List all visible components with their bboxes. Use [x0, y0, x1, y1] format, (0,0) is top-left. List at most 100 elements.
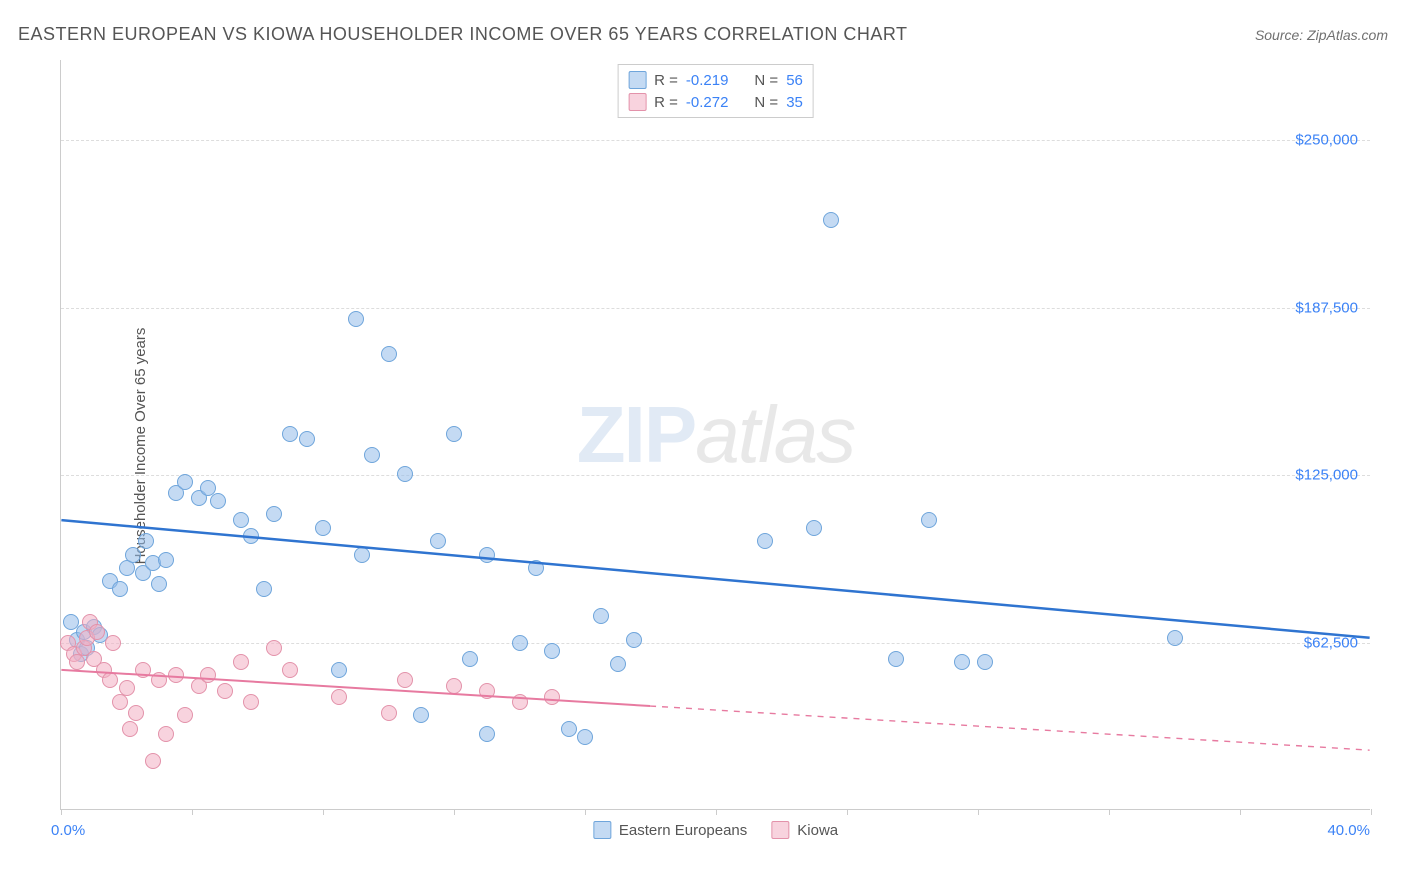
- data-point-eastern_europeans[interactable]: [397, 466, 413, 482]
- data-point-eastern_europeans[interactable]: [243, 528, 259, 544]
- y-tick-label: $187,500: [1295, 299, 1358, 316]
- r-value: -0.219: [686, 72, 729, 89]
- data-point-eastern_europeans[interactable]: [233, 512, 249, 528]
- data-point-eastern_europeans[interactable]: [528, 560, 544, 576]
- data-point-kiowa[interactable]: [446, 678, 462, 694]
- data-point-kiowa[interactable]: [331, 689, 347, 705]
- data-point-eastern_europeans[interactable]: [610, 656, 626, 672]
- data-point-eastern_europeans[interactable]: [125, 547, 141, 563]
- data-point-kiowa[interactable]: [128, 705, 144, 721]
- x-axis-max-label: 40.0%: [1327, 822, 1370, 839]
- correlation-row-series1: R = -0.219 N = 56: [628, 69, 803, 91]
- data-point-eastern_europeans[interactable]: [446, 426, 462, 442]
- data-point-kiowa[interactable]: [381, 705, 397, 721]
- legend-item-series2: Kiowa: [771, 821, 838, 839]
- x-tick: [454, 809, 455, 815]
- data-point-eastern_europeans[interactable]: [266, 506, 282, 522]
- data-point-kiowa[interactable]: [233, 654, 249, 670]
- x-tick: [192, 809, 193, 815]
- y-tick-label: $62,500: [1304, 634, 1358, 651]
- data-point-kiowa[interactable]: [105, 635, 121, 651]
- data-point-eastern_europeans[interactable]: [299, 431, 315, 447]
- swatch-icon: [593, 821, 611, 839]
- data-point-eastern_europeans[interactable]: [413, 707, 429, 723]
- data-point-kiowa[interactable]: [397, 672, 413, 688]
- data-point-eastern_europeans[interactable]: [479, 726, 495, 742]
- trend-line-kiowa: [61, 670, 650, 706]
- data-point-kiowa[interactable]: [512, 694, 528, 710]
- data-point-eastern_europeans[interactable]: [888, 651, 904, 667]
- data-point-eastern_europeans[interactable]: [151, 576, 167, 592]
- data-point-eastern_europeans[interactable]: [381, 346, 397, 362]
- data-point-eastern_europeans[interactable]: [1167, 630, 1183, 646]
- x-tick: [847, 809, 848, 815]
- data-point-eastern_europeans[interactable]: [757, 533, 773, 549]
- n-value: 56: [786, 72, 803, 89]
- data-point-eastern_europeans[interactable]: [512, 635, 528, 651]
- data-point-kiowa[interactable]: [122, 721, 138, 737]
- data-point-kiowa[interactable]: [158, 726, 174, 742]
- data-point-kiowa[interactable]: [89, 624, 105, 640]
- data-point-eastern_europeans[interactable]: [921, 512, 937, 528]
- data-point-kiowa[interactable]: [168, 667, 184, 683]
- legend-item-series1: Eastern Europeans: [593, 821, 747, 839]
- data-point-kiowa[interactable]: [151, 672, 167, 688]
- data-point-eastern_europeans[interactable]: [282, 426, 298, 442]
- data-point-eastern_europeans[interactable]: [593, 608, 609, 624]
- data-point-eastern_europeans[interactable]: [577, 729, 593, 745]
- data-point-eastern_europeans[interactable]: [954, 654, 970, 670]
- data-point-eastern_europeans[interactable]: [348, 311, 364, 327]
- y-tick-label: $125,000: [1295, 467, 1358, 484]
- x-tick: [716, 809, 717, 815]
- series-legend: Eastern Europeans Kiowa: [593, 821, 838, 839]
- data-point-kiowa[interactable]: [544, 689, 560, 705]
- gridline: [61, 140, 1370, 141]
- data-point-kiowa[interactable]: [200, 667, 216, 683]
- x-tick: [1109, 809, 1110, 815]
- data-point-eastern_europeans[interactable]: [626, 632, 642, 648]
- data-point-eastern_europeans[interactable]: [256, 581, 272, 597]
- x-tick: [323, 809, 324, 815]
- data-point-eastern_europeans[interactable]: [561, 721, 577, 737]
- gridline: [61, 475, 1370, 476]
- data-point-eastern_europeans[interactable]: [977, 654, 993, 670]
- data-point-kiowa[interactable]: [282, 662, 298, 678]
- data-point-kiowa[interactable]: [243, 694, 259, 710]
- data-point-eastern_europeans[interactable]: [112, 581, 128, 597]
- data-point-eastern_europeans[interactable]: [177, 474, 193, 490]
- data-point-kiowa[interactable]: [145, 753, 161, 769]
- r-value: -0.272: [686, 94, 729, 111]
- x-tick: [978, 809, 979, 815]
- data-point-eastern_europeans[interactable]: [462, 651, 478, 667]
- data-point-eastern_europeans[interactable]: [315, 520, 331, 536]
- swatch-icon: [628, 93, 646, 111]
- trend-line-extrapolated-kiowa: [650, 706, 1370, 750]
- source-attribution: Source: ZipAtlas.com: [1255, 27, 1388, 43]
- data-point-eastern_europeans[interactable]: [158, 552, 174, 568]
- y-tick-label: $250,000: [1295, 132, 1358, 149]
- source-name: ZipAtlas.com: [1307, 27, 1388, 43]
- data-point-eastern_europeans[interactable]: [138, 533, 154, 549]
- data-point-kiowa[interactable]: [177, 707, 193, 723]
- data-point-eastern_europeans[interactable]: [364, 447, 380, 463]
- watermark-logo: ZIPatlas: [577, 389, 854, 481]
- gridline: [61, 308, 1370, 309]
- n-label: N =: [754, 94, 778, 111]
- data-point-eastern_europeans[interactable]: [354, 547, 370, 563]
- data-point-kiowa[interactable]: [217, 683, 233, 699]
- data-point-kiowa[interactable]: [266, 640, 282, 656]
- data-point-eastern_europeans[interactable]: [479, 547, 495, 563]
- x-tick: [61, 809, 62, 815]
- data-point-eastern_europeans[interactable]: [806, 520, 822, 536]
- legend-label: Kiowa: [797, 822, 838, 839]
- data-point-eastern_europeans[interactable]: [430, 533, 446, 549]
- data-point-eastern_europeans[interactable]: [823, 212, 839, 228]
- data-point-kiowa[interactable]: [102, 672, 118, 688]
- data-point-eastern_europeans[interactable]: [544, 643, 560, 659]
- data-point-kiowa[interactable]: [119, 680, 135, 696]
- data-point-eastern_europeans[interactable]: [210, 493, 226, 509]
- data-point-kiowa[interactable]: [135, 662, 151, 678]
- data-point-kiowa[interactable]: [479, 683, 495, 699]
- data-point-eastern_europeans[interactable]: [331, 662, 347, 678]
- correlation-legend: R = -0.219 N = 56 R = -0.272 N = 35: [617, 64, 814, 118]
